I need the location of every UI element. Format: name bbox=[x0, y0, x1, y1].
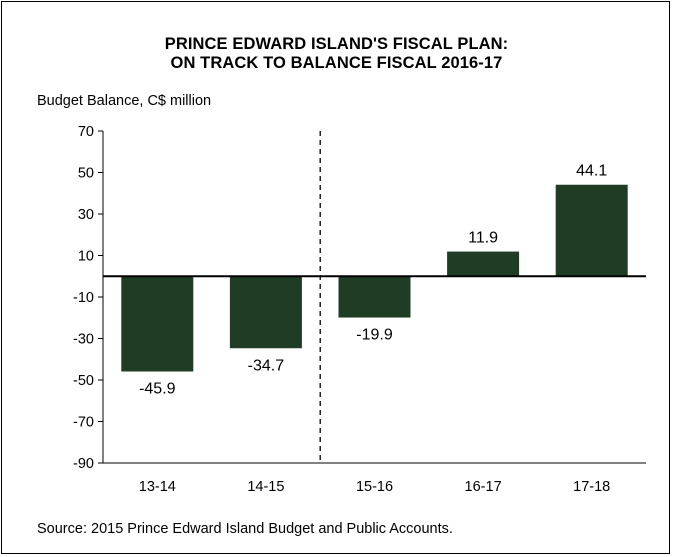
y-tick-label-7: -70 bbox=[73, 415, 94, 431]
bar-17-18 bbox=[555, 184, 628, 277]
y-tick-label-0: 70 bbox=[78, 124, 94, 140]
x-tick-label-15-16: 15-16 bbox=[356, 479, 393, 495]
bar-13-14 bbox=[121, 276, 194, 372]
bar-16-17 bbox=[447, 251, 520, 277]
data-label-14-15: -34.7 bbox=[248, 357, 285, 374]
y-tick-label-2: 30 bbox=[78, 207, 94, 223]
x-tick-label-16-17: 16-17 bbox=[465, 479, 502, 495]
x-tick-label-14-15: 14-15 bbox=[247, 479, 284, 495]
y-tick-label-4: -10 bbox=[73, 290, 94, 306]
y-tick-label-8: -90 bbox=[73, 456, 94, 472]
y-axis-label: Budget Balance, C$ million bbox=[37, 93, 212, 109]
data-label-17-18: 44.1 bbox=[576, 163, 607, 180]
data-label-13-14: -45.9 bbox=[139, 380, 176, 397]
x-tick-label-17-18: 17-18 bbox=[573, 479, 610, 495]
x-tick-label-13-14: 13-14 bbox=[139, 479, 176, 495]
y-tick-label-6: -50 bbox=[73, 373, 94, 389]
chart-title-line-1: PRINCE EDWARD ISLAND'S FISCAL PLAN: bbox=[164, 35, 509, 53]
data-label-16-17: 11.9 bbox=[468, 230, 498, 247]
source-note: Source: 2015 Prince Edward Island Budget… bbox=[37, 521, 453, 537]
y-tick-label-5: -30 bbox=[73, 332, 94, 348]
bar-15-16 bbox=[338, 276, 411, 318]
bar-14-15 bbox=[229, 276, 302, 349]
data-label-15-16: -19.9 bbox=[356, 327, 393, 344]
chart-title-line-2: ON TRACK TO BALANCE FISCAL 2016-17 bbox=[170, 54, 503, 72]
y-tick-label-3: 10 bbox=[78, 249, 94, 265]
y-tick-label-1: 50 bbox=[78, 166, 94, 182]
